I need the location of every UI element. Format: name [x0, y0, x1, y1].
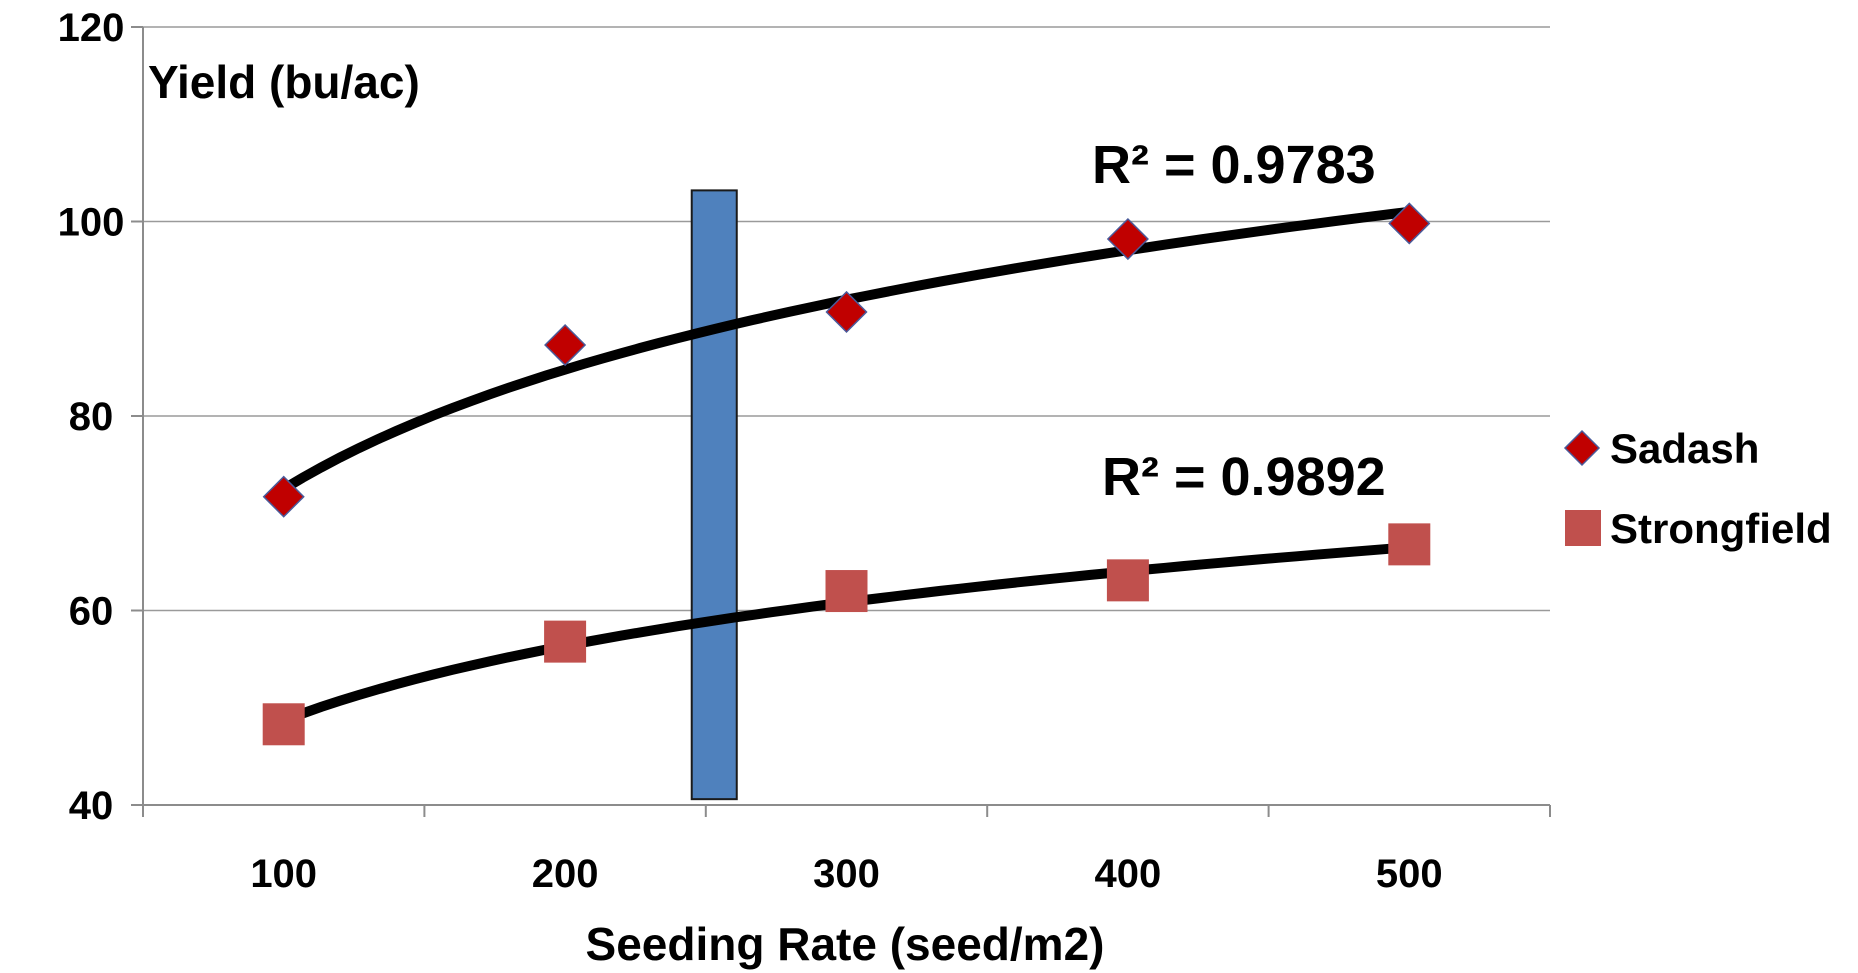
strongfield-point-100: [262, 703, 305, 746]
sadash-r2-label: R² = 0.9783: [1092, 135, 1376, 195]
sadash-point-300: [825, 290, 868, 334]
sadash-point-500: [1388, 202, 1431, 245]
sadash-point-200: [544, 323, 587, 367]
sadash-point-100: [262, 475, 305, 518]
y-tick-label-80: 80: [69, 395, 114, 439]
x-tick-label-200: 200: [532, 852, 599, 896]
legend: Sadash Strongfield: [1563, 425, 1832, 552]
legend-label-strongfield: Strongfield: [1610, 505, 1832, 552]
legend-marker-strongfield: [1565, 510, 1601, 546]
legend-marker-sadash: [1563, 429, 1601, 467]
x-tick-label-500: 500: [1376, 852, 1443, 896]
x-axis-title: Seeding Rate (seed/m2): [586, 918, 1105, 970]
data-points: [262, 202, 1431, 746]
strongfield-point-400: [1106, 559, 1149, 602]
legend-label-sadash: Sadash: [1610, 425, 1759, 472]
x-tick-label-300: 300: [813, 852, 880, 896]
y-tick-label-40: 40: [69, 784, 114, 828]
strongfield-point-300: [825, 570, 868, 613]
y-axis-title: Yield (bu/ac): [148, 56, 420, 108]
highlight-bar: [690, 189, 738, 801]
y-tick-label-60: 60: [69, 590, 114, 634]
x-tick-label-100: 100: [250, 852, 317, 896]
axes: 40 60 80 100 120 100 200 300 400 500: [58, 6, 1551, 896]
y-tick-label-120: 120: [58, 6, 125, 50]
strongfield-point-200: [544, 620, 587, 663]
y-tick-label-100: 100: [58, 201, 125, 245]
sadash-point-400: [1106, 217, 1149, 261]
x-tick-label-400: 400: [1095, 852, 1162, 896]
labels: Seeding Rate (seed/m2) Yield (bu/ac) R² = …: [148, 56, 1386, 970]
strongfield-point-500: [1388, 523, 1431, 566]
highlight-band: [690, 189, 738, 801]
strongfield-r2-label: R² = 0.9892: [1102, 447, 1386, 507]
